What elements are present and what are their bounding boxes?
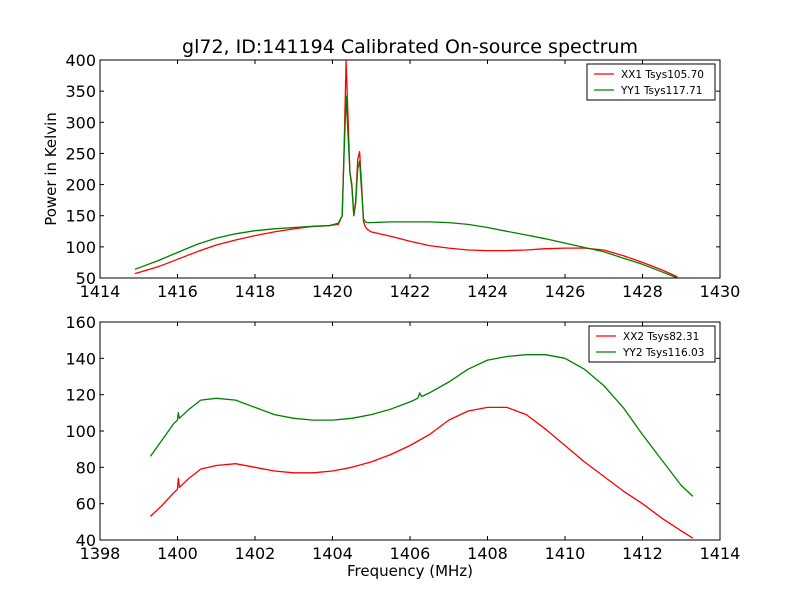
y-tick-label: 50 <box>76 269 96 288</box>
legend-entry-label: XX2 Tsys82.31 <box>623 331 699 343</box>
y-tick-label: 400 <box>65 51 96 70</box>
y-tick-label: 350 <box>65 82 96 101</box>
x-tick-label: 1430 <box>700 282 741 301</box>
x-tick-label: 1418 <box>235 282 276 301</box>
x-tick-label: 1428 <box>622 282 663 301</box>
y-tick-label: 60 <box>76 495 96 514</box>
y-tick-label: 100 <box>65 238 96 257</box>
x-tick-label: 1420 <box>312 282 353 301</box>
y-tick-label: 250 <box>65 144 96 163</box>
x-tick-label: 1404 <box>312 544 353 563</box>
x-tick-label: 1416 <box>157 282 198 301</box>
x-tick-label: 1402 <box>235 544 276 563</box>
series-line-yy2 <box>149 354 694 497</box>
x-tick-label: 1408 <box>467 544 508 563</box>
bottom-panel: Frequency (MHz) 1398 1400 1402 1404 1406 1408… <box>65 313 740 580</box>
x-tick-label: 1412 <box>622 544 663 563</box>
legend: XX2 Tsys82.31 YY2 Tsys116.03 <box>588 325 716 363</box>
legend-entry-label: YY2 Tsys116.03 <box>622 347 704 359</box>
legend-entry-label: YY1 Tsys117.71 <box>620 85 702 97</box>
y-tick-label: 40 <box>76 531 96 550</box>
legend-box <box>588 325 716 363</box>
y-tick-label: 140 <box>65 349 96 368</box>
y-tick-label: 300 <box>65 113 96 132</box>
x-tick-label: 1398 <box>80 544 121 563</box>
x-tick-label: 1406 <box>390 544 431 563</box>
x-tick-label: 1410 <box>545 544 586 563</box>
series-line-xx1 <box>134 60 678 278</box>
series-line-yy1 <box>134 95 678 278</box>
y-tick-label: 160 <box>65 313 96 332</box>
x-tick-label: 1422 <box>390 282 431 301</box>
y-tick-label: 120 <box>65 386 96 405</box>
chart-title: gl72, ID:141194 Calibrated On-source spe… <box>182 36 638 58</box>
x-tick-label: 1414 <box>80 282 121 301</box>
y-axis-label: Power in Kelvin <box>42 112 60 226</box>
x-axis-label: Frequency (MHz) <box>347 562 473 580</box>
series-line-xx2 <box>149 406 694 539</box>
x-tick-label: 1414 <box>700 544 741 563</box>
legend-entry-label: XX1 Tsys105.70 <box>621 69 704 81</box>
y-tick-label: 80 <box>76 458 96 477</box>
y-tick-label: 100 <box>65 422 96 441</box>
x-tick-label: 1424 <box>467 282 508 301</box>
x-tick-label: 1426 <box>545 282 586 301</box>
top-panel: gl72, ID:141194 Calibrated On-source spe… <box>42 36 740 301</box>
legend: XX1 Tsys105.70 YY1 Tsys117.71 <box>586 63 716 101</box>
y-tick-label: 150 <box>65 207 96 226</box>
legend-box <box>586 63 716 101</box>
x-tick-label: 1400 <box>157 544 198 563</box>
y-tick-label: 200 <box>65 176 96 195</box>
